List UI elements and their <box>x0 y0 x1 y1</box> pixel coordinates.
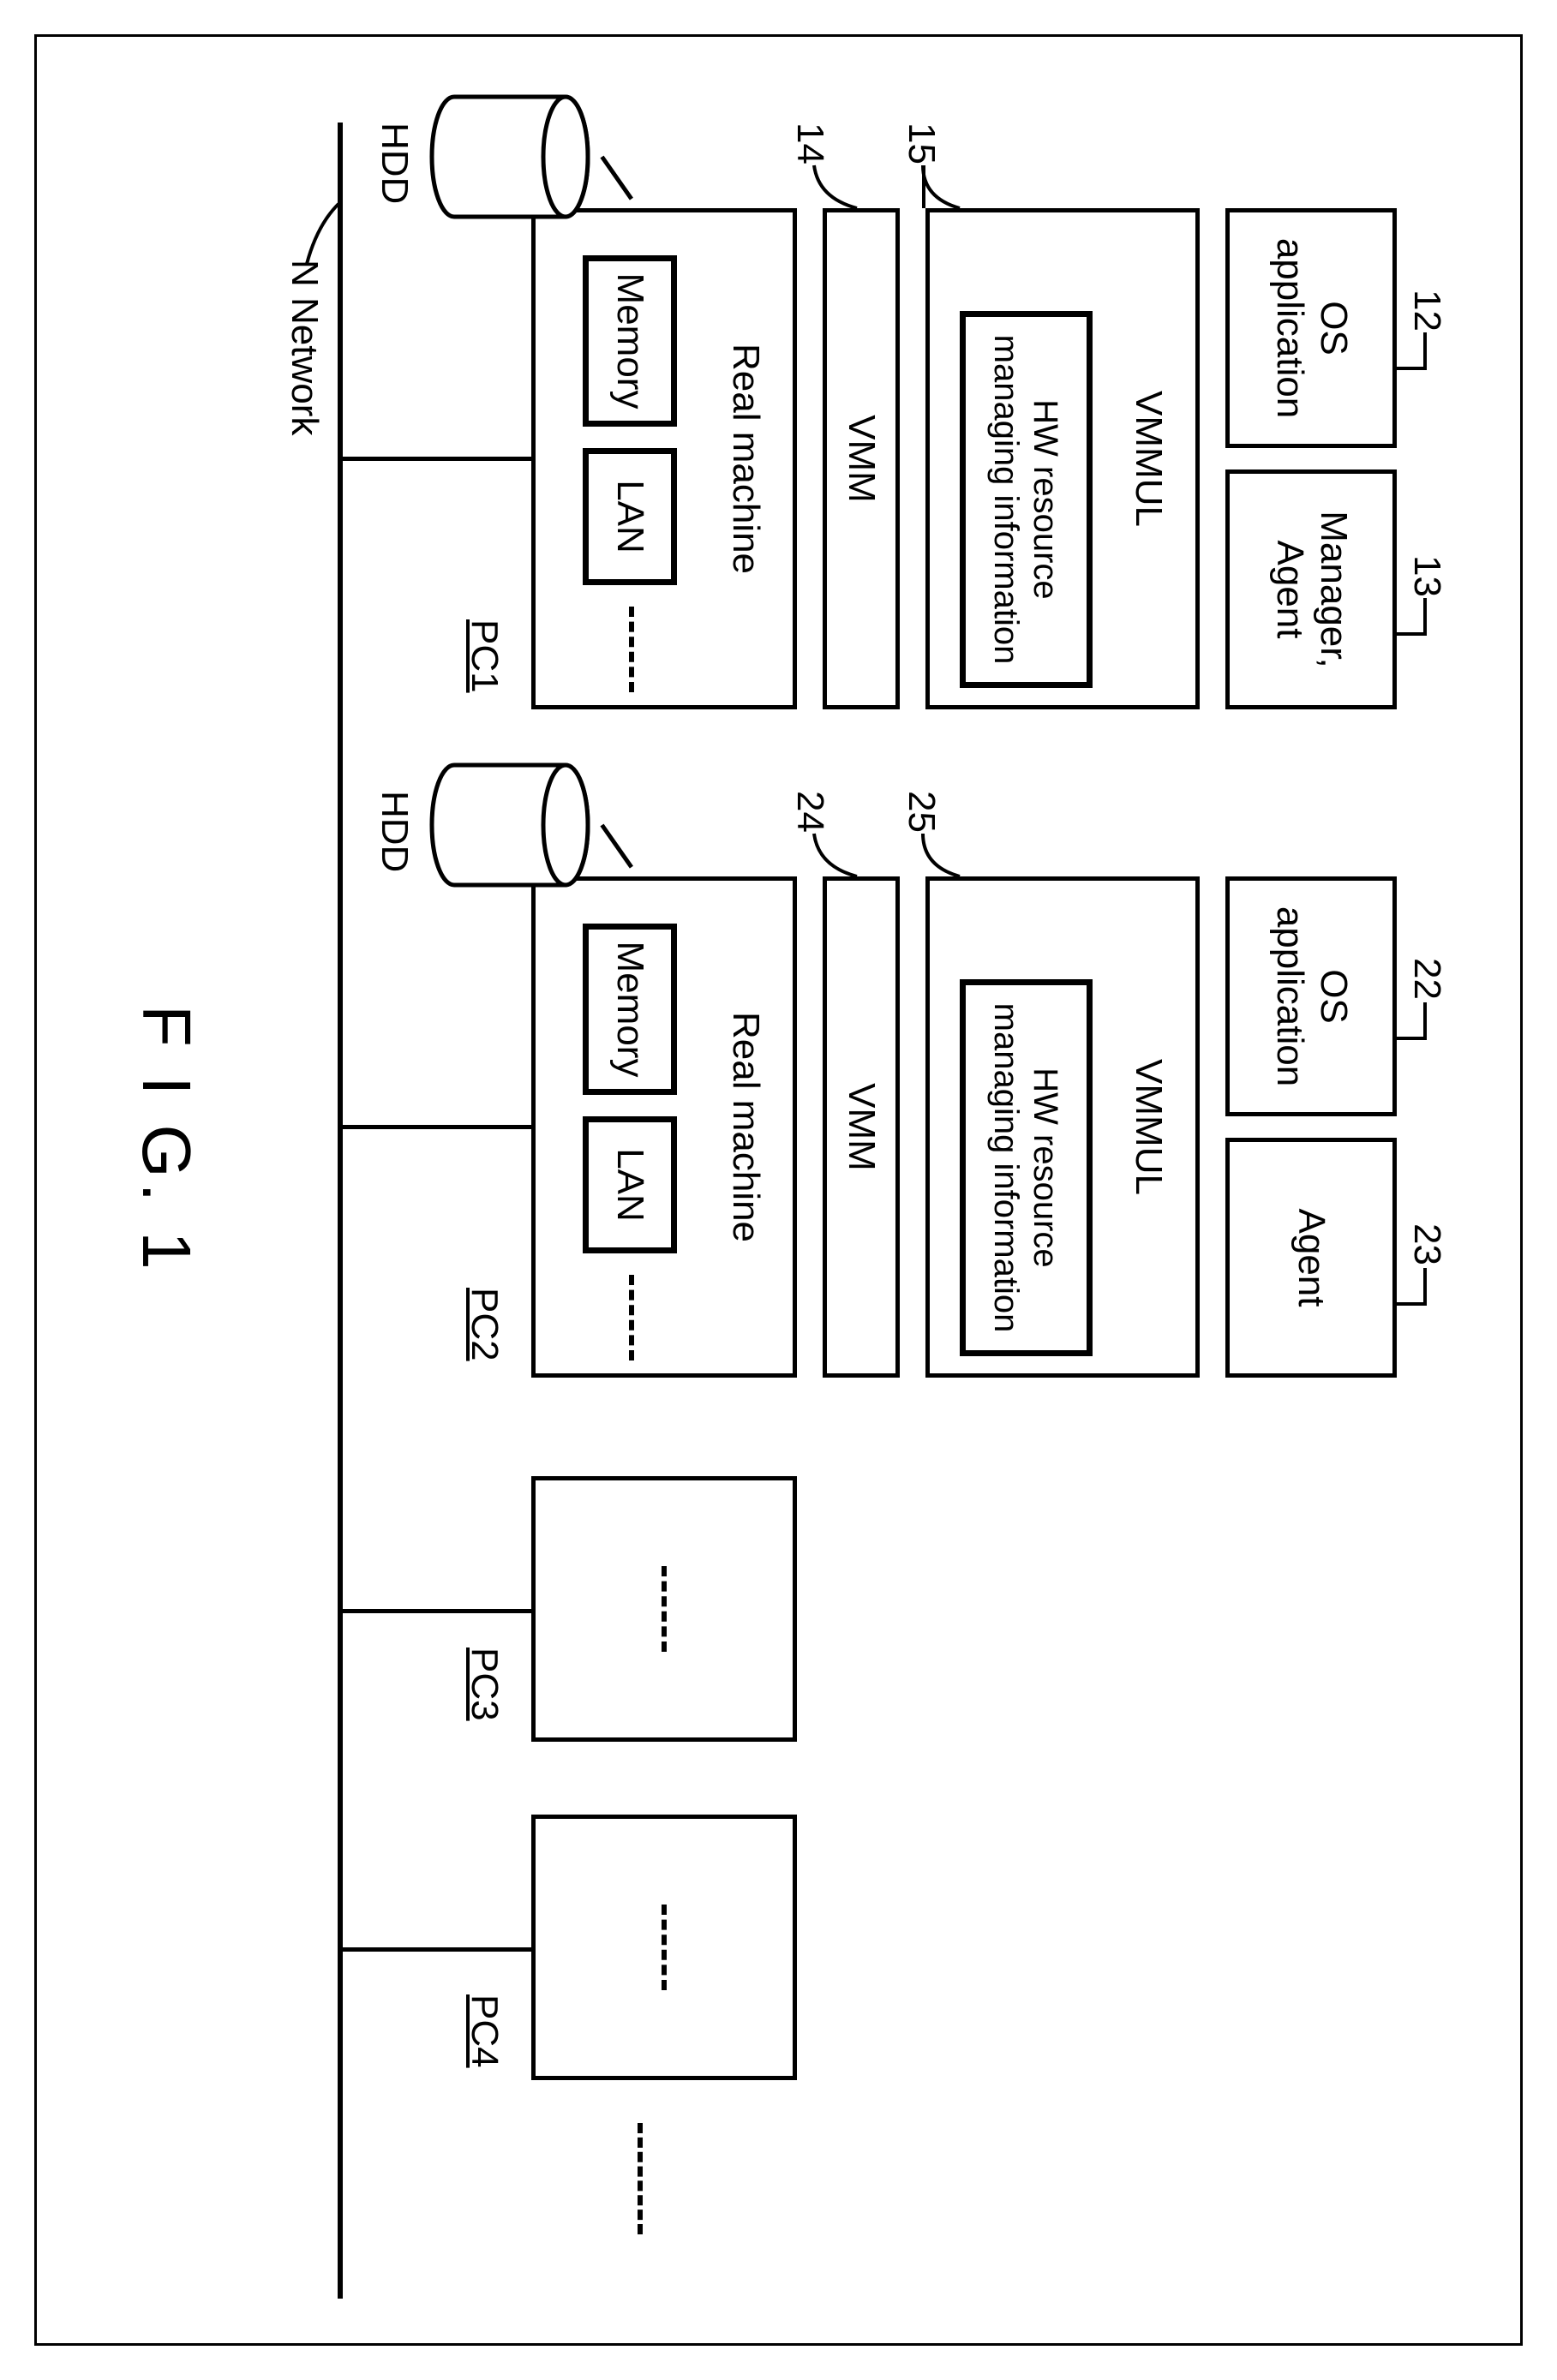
pc3-box <box>531 1476 797 1742</box>
pc1-real-dash <box>629 607 634 692</box>
pc2-network-drop <box>343 1125 531 1129</box>
pc3-label: PC3 <box>463 1647 506 1721</box>
pc1-ref-13: 13 <box>1405 555 1448 597</box>
pc2-label: PC2 <box>463 1288 506 1361</box>
pc1-hdd-connector <box>600 156 633 200</box>
pc1-network-drop <box>343 457 531 461</box>
pc1-hdd-label: HDD <box>373 123 416 204</box>
pc4-network-drop <box>343 1947 531 1952</box>
leader-13-v <box>1397 632 1427 636</box>
pc2-hdd-cylinder <box>420 761 591 889</box>
pc1-real-machine-label: Real machine <box>723 344 767 574</box>
pc3-network-drop <box>343 1609 531 1613</box>
pc2-memory: Memory <box>583 924 677 1095</box>
pc1-os-application: OS application <box>1225 208 1397 448</box>
network-line <box>338 123 343 2299</box>
pc4-label: PC4 <box>463 1994 506 2068</box>
pc2-agent: Agent <box>1225 1138 1397 1378</box>
pc2-hdd-connector <box>600 824 633 869</box>
network-label: N Network <box>283 260 326 435</box>
pc2-real-dash <box>629 1275 634 1360</box>
pc2-hw-resource-info: HW resource managing information <box>960 979 1093 1356</box>
pc1-ref-14: 14 <box>788 123 831 164</box>
pc1-lan: LAN <box>583 448 677 585</box>
pc1-ref-12: 12 <box>1405 290 1448 332</box>
figure-title: F I G. 1 <box>127 1005 206 1275</box>
pc2-ref-23: 23 <box>1405 1223 1448 1265</box>
pc2-vmm: VMM <box>823 876 900 1378</box>
pc1-memory: Memory <box>583 255 677 427</box>
pc-continuation-dash <box>638 2123 643 2234</box>
pc1-hw-resource-info: HW resource managing information <box>960 311 1093 688</box>
pc2-os-application: OS application <box>1225 876 1397 1116</box>
leader-22-v <box>1397 1037 1427 1040</box>
leader-13-h <box>1423 598 1427 632</box>
pc2-lan: LAN <box>583 1116 677 1253</box>
leader-24-curve <box>810 832 861 883</box>
pc2-hdd-label: HDD <box>373 791 416 872</box>
pc1-vmm: VMM <box>823 208 900 709</box>
pc1-hdd-cylinder <box>420 93 591 221</box>
pc1-manager-agent: Manager, Agent <box>1225 469 1397 709</box>
leader-22-h <box>1423 1002 1427 1037</box>
leader-23-h <box>1423 1268 1427 1302</box>
pc2-real-machine-label: Real machine <box>723 1012 767 1242</box>
pc2-ref-24: 24 <box>788 791 831 833</box>
leader-23-v <box>1397 1302 1427 1306</box>
pc1-ref-15: 15 <box>900 123 943 164</box>
diagram-stage: OS application 12 Manager, Agent 13 VMMU… <box>37 37 1525 2348</box>
pc1-vmmul-label: VMMUL <box>1126 391 1170 527</box>
pc4-dash <box>662 1905 667 1990</box>
leader-15-curve <box>913 164 964 215</box>
pc3-dash <box>662 1566 667 1652</box>
pc2-ref-25: 25 <box>900 791 943 833</box>
network-leader <box>300 200 343 268</box>
pc2-vmmul-label: VMMUL <box>1126 1059 1170 1195</box>
pc4-box <box>531 1815 797 2080</box>
figure-container: OS application 12 Manager, Agent 13 VMMU… <box>34 34 1523 2346</box>
leader-25-curve <box>913 832 964 883</box>
pc1-label: PC1 <box>463 619 506 693</box>
leader-12-v <box>1397 367 1427 370</box>
pc2-ref-22: 22 <box>1405 958 1448 1000</box>
leader-12-h <box>1423 332 1427 367</box>
leader-14-curve <box>810 164 861 215</box>
